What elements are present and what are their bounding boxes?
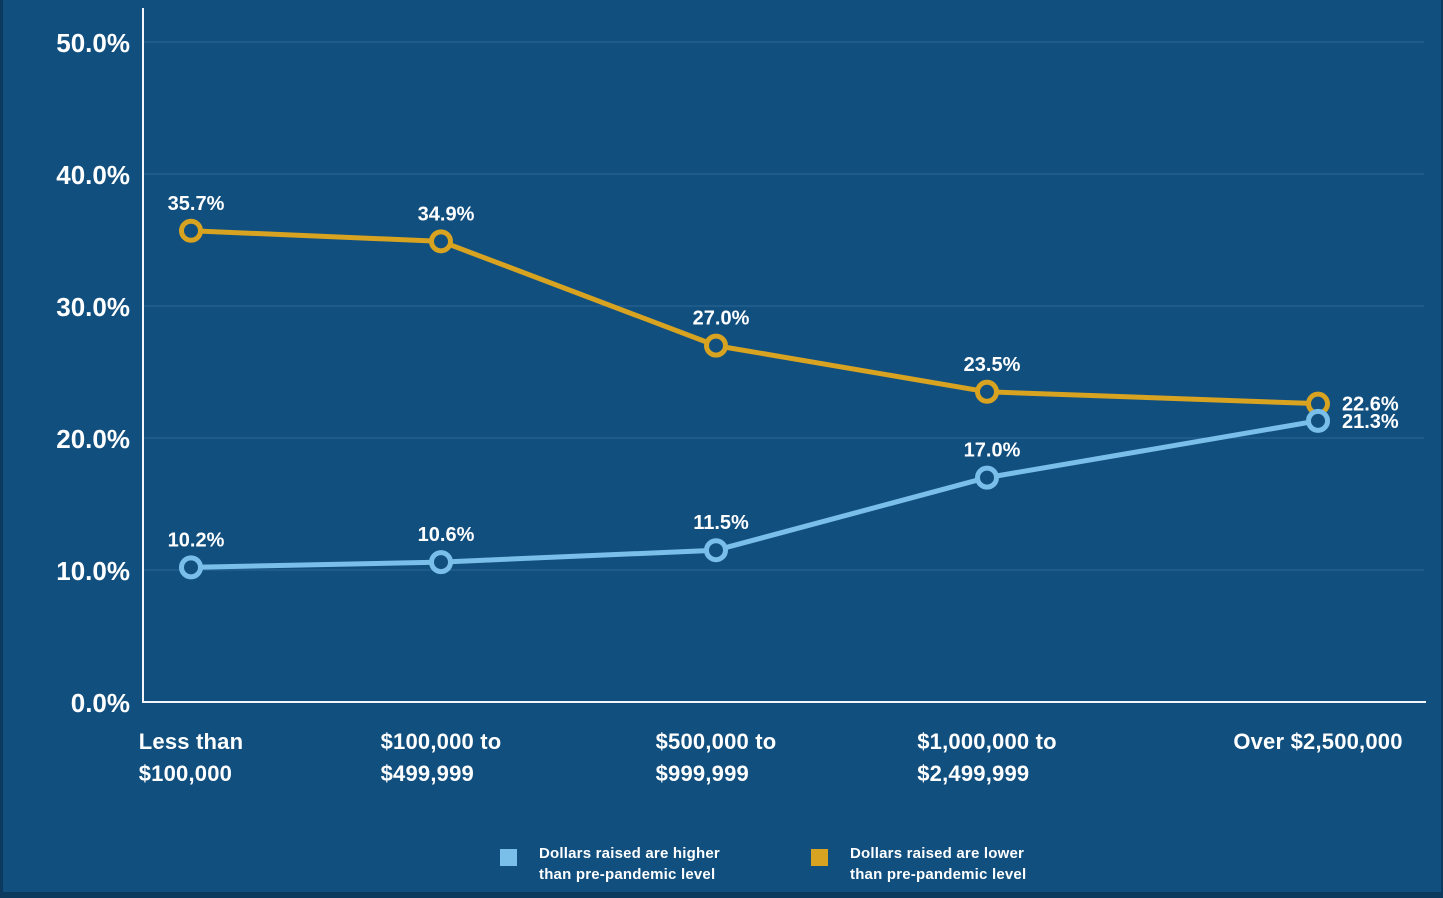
x-tick-label-line: $500,000 to — [655, 729, 777, 754]
data-point-label: 23.5% — [964, 354, 1021, 376]
y-tick-label: 30.0% — [56, 292, 130, 322]
data-point-label: 11.5% — [693, 512, 749, 534]
data-point-label: 27.0% — [693, 308, 750, 330]
x-tick-label: $100,000 to $499,999 — [381, 726, 502, 790]
data-point-marker — [179, 555, 203, 580]
legend-swatch-icon — [811, 849, 828, 866]
x-tick-label-line: $2,499,999 — [917, 761, 1030, 786]
data-point-label: 21.3% — [1342, 411, 1399, 433]
data-point-label: 22.6% — [1342, 394, 1399, 416]
series-line-higher — [188, 418, 1321, 570]
legend-item-higher: Dollars raised are higher than pre-pandem… — [500, 843, 720, 885]
y-tick-label: 40.0% — [56, 160, 130, 190]
data-point-marker — [1306, 408, 1330, 433]
series-line-lower — [188, 228, 1321, 407]
data-point-marker — [704, 333, 728, 358]
legend-label-line: than pre-pandemic level — [539, 866, 716, 883]
x-tick-label-line: $499,999 — [380, 761, 474, 786]
legend-label: Dollars raised are higher than pre-pandem… — [539, 843, 720, 885]
data-point-marker — [704, 538, 728, 563]
data-point-marker — [429, 229, 453, 254]
data-point-label: 10.6% — [418, 524, 475, 546]
legend-item-lower: Dollars raised are lower than pre-pandemi… — [811, 843, 1026, 885]
data-point-marker — [179, 218, 203, 243]
x-tick-label-line: $999,999 — [655, 761, 749, 786]
y-tick-label: 50.0% — [56, 28, 130, 58]
x-tick-label: Over $2,500,000 — [1233, 726, 1402, 758]
frame-border-left — [0, 0, 3, 898]
x-tick-label-line: $100,000 to — [380, 729, 502, 754]
x-tick-label: Less than $100,000 — [139, 726, 244, 790]
x-tick-label-line: $1,000,000 to — [917, 729, 1057, 754]
data-point-label: 10.2% — [168, 529, 225, 551]
x-tick-label-line: Over $2,500,000 — [1233, 729, 1403, 754]
x-tick-label: $1,000,000 to $2,499,999 — [917, 726, 1057, 790]
legend-label-line: Dollars raised are higher — [539, 845, 720, 862]
legend-swatch-icon — [500, 849, 517, 866]
x-tick-label-line: $100,000 — [138, 761, 233, 786]
frame-border-right — [1441, 0, 1443, 898]
y-tick-label: 10.0% — [56, 556, 130, 586]
data-point-marker — [975, 379, 999, 404]
legend-label: Dollars raised are lower than pre-pandemi… — [850, 843, 1026, 885]
data-point-label: 35.7% — [168, 193, 225, 215]
y-tick-label: 0.0% — [71, 688, 130, 718]
legend-label-line: Dollars raised are lower — [850, 845, 1025, 862]
legend-label-line: than pre-pandemic level — [850, 866, 1027, 883]
data-point-label: 17.0% — [964, 440, 1021, 462]
x-tick-label: $500,000 to $999,999 — [656, 726, 777, 790]
data-point-marker — [975, 465, 999, 490]
data-point-label: 34.9% — [418, 203, 475, 225]
y-tick-label: 20.0% — [56, 424, 130, 454]
frame-border-bottom — [0, 892, 1443, 898]
data-point-marker — [429, 550, 453, 575]
x-tick-label-line: Less than — [138, 729, 244, 754]
